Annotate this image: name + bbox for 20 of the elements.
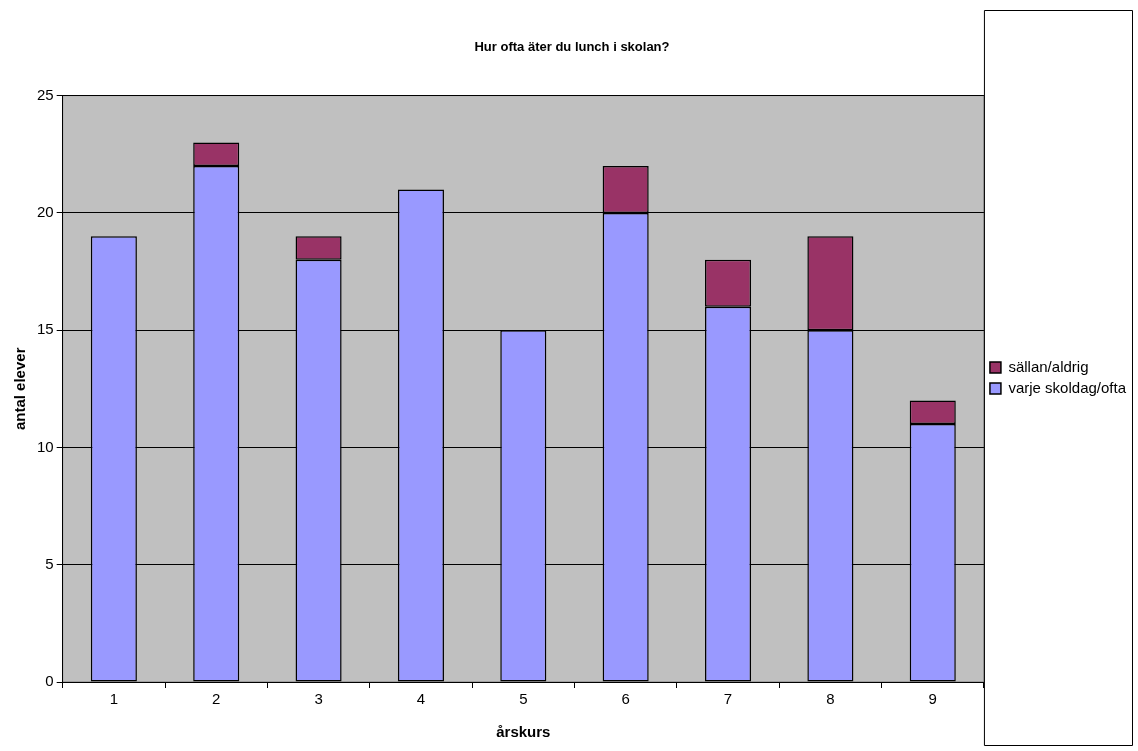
x-tick-label: 7	[723, 690, 733, 708]
x-tick-label: 4	[416, 690, 426, 708]
x-tick-label: 1	[109, 690, 119, 708]
x-tick-label: 6	[621, 690, 630, 708]
legend-label: sällan/aldrig	[1008, 357, 1089, 375]
x-tick-label: 5	[519, 690, 528, 708]
x-axis-title: årskurs	[496, 723, 551, 741]
y-tick-label: 25	[37, 85, 54, 103]
x-tick-label: 9	[928, 690, 937, 708]
y-tick-label: 5	[45, 554, 54, 572]
y-tick-label: 0	[45, 672, 54, 690]
y-tick-label: 10	[37, 437, 54, 455]
chart-title: Hur ofta äter du lunch i skolan?	[474, 39, 670, 55]
x-tick-label: 8	[826, 690, 835, 708]
x-tick-label: 2	[212, 690, 221, 708]
x-tick-label: 3	[314, 690, 323, 708]
y-axis-title: antal elever	[11, 347, 29, 431]
y-tick-label: 20	[37, 203, 54, 221]
legend-label: varje skoldag/ofta	[1008, 378, 1127, 396]
y-tick-label: 15	[37, 320, 54, 338]
